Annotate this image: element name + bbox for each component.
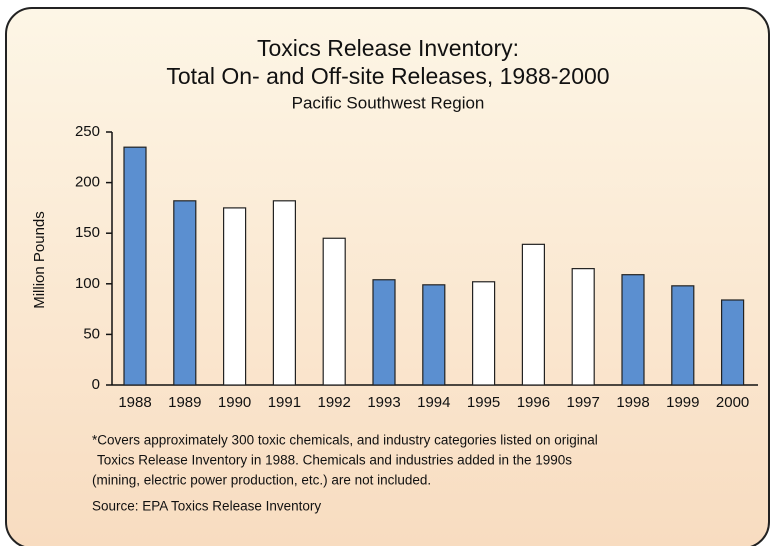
x-tick-label: 1988 xyxy=(118,394,151,411)
bar xyxy=(521,243,546,386)
y-tick-label: 150 xyxy=(75,224,100,241)
footnote: (mining, electric power production, etc.… xyxy=(92,473,431,488)
y-tick-label: 250 xyxy=(75,123,100,140)
x-tick-label: 1993 xyxy=(367,394,400,411)
footnote: Toxics Release Inventory in 1988. Chemic… xyxy=(97,453,572,468)
y-tick-label: 50 xyxy=(83,325,100,342)
x-tick-label: 1992 xyxy=(318,394,351,411)
x-tick-label: 1998 xyxy=(616,394,649,411)
x-tick-label: 1991 xyxy=(268,394,301,411)
x-tick-label: 1997 xyxy=(567,394,600,411)
chart-title: Toxics Release Inventory: xyxy=(257,35,519,61)
x-tick-label: 1994 xyxy=(417,394,450,411)
bar xyxy=(173,200,197,386)
x-tick-label: 1996 xyxy=(517,394,550,411)
bar xyxy=(372,279,396,386)
bar xyxy=(272,200,296,386)
chart-title: Total On- and Off-site Releases, 1988-20… xyxy=(166,63,609,89)
bar xyxy=(472,281,496,386)
y-tick-label: 100 xyxy=(75,275,100,292)
bar xyxy=(671,285,695,386)
bar xyxy=(422,284,446,386)
footnote: *Covers approximately 300 toxic chemical… xyxy=(92,433,598,448)
bar xyxy=(322,237,346,386)
bar xyxy=(621,274,645,386)
source: Source: EPA Toxics Release Inventory xyxy=(92,499,321,514)
x-tick-label: 1989 xyxy=(168,394,201,411)
x-tick-label: 2000 xyxy=(716,394,749,411)
chart-subtitle: Pacific Southwest Region xyxy=(292,93,485,112)
bar xyxy=(223,207,247,386)
y-tick-label: 0 xyxy=(92,376,100,393)
bar xyxy=(571,268,595,386)
bar xyxy=(123,146,147,386)
x-tick-label: 1999 xyxy=(666,394,699,411)
x-tick-label: 1995 xyxy=(467,394,500,411)
panel xyxy=(5,7,770,546)
y-tick-label: 200 xyxy=(75,174,100,191)
bar xyxy=(720,299,745,386)
x-tick-label: 1990 xyxy=(218,394,251,411)
y-axis-label: Million Pounds xyxy=(31,211,48,309)
